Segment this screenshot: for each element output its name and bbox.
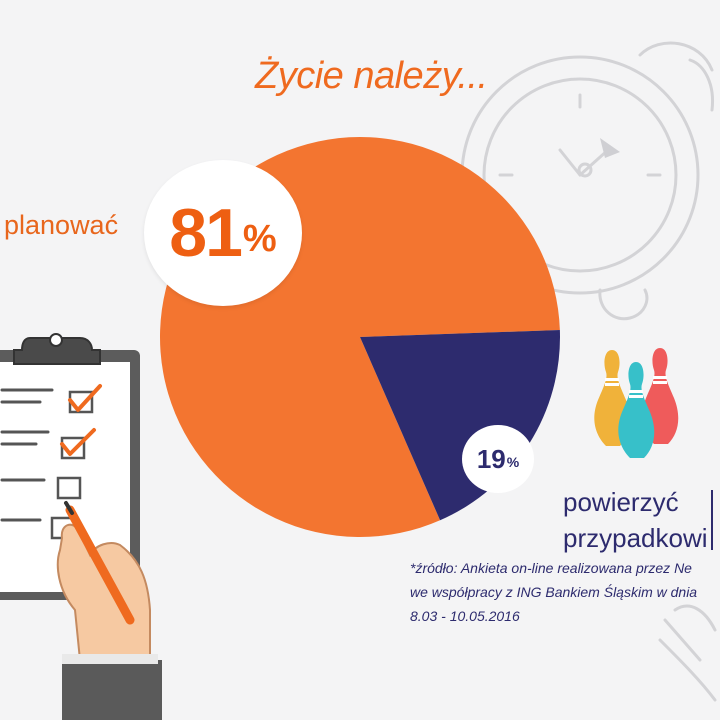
chart-title: Życie należy... [255,55,488,97]
legend-label-chance: powierzyć przypadkowi [563,484,708,556]
source-line-1: *źródło: Ankieta on-line realizowana prz… [410,560,692,576]
bowling-pins-icon [594,348,679,458]
percent-sign: % [506,454,520,470]
source-note: *źródło: Ankieta on-line realizowana prz… [410,556,697,628]
percent-badge-81: 81 % [144,160,302,306]
percent-sign: % [242,217,277,260]
data-label-81: 81 [169,195,243,271]
pie-slice-powierzyć-przypadkowi [360,330,560,521]
legend-label-plan: planować [4,210,119,240]
data-label-19: 19 [476,443,506,474]
source-line-3: 8.03 - 10.05.2016 [410,608,520,624]
clipboard-checklist-icon [0,333,162,720]
source-line-2: we współpracy z ING Bankiem Śląskim w dn… [410,584,698,600]
percent-badge-19: 19 % [462,425,534,493]
legend-label-chance-line2: przypadkowi [563,523,708,553]
legend-label-chance-line1: powierzyć [563,487,679,517]
divider [711,490,713,550]
